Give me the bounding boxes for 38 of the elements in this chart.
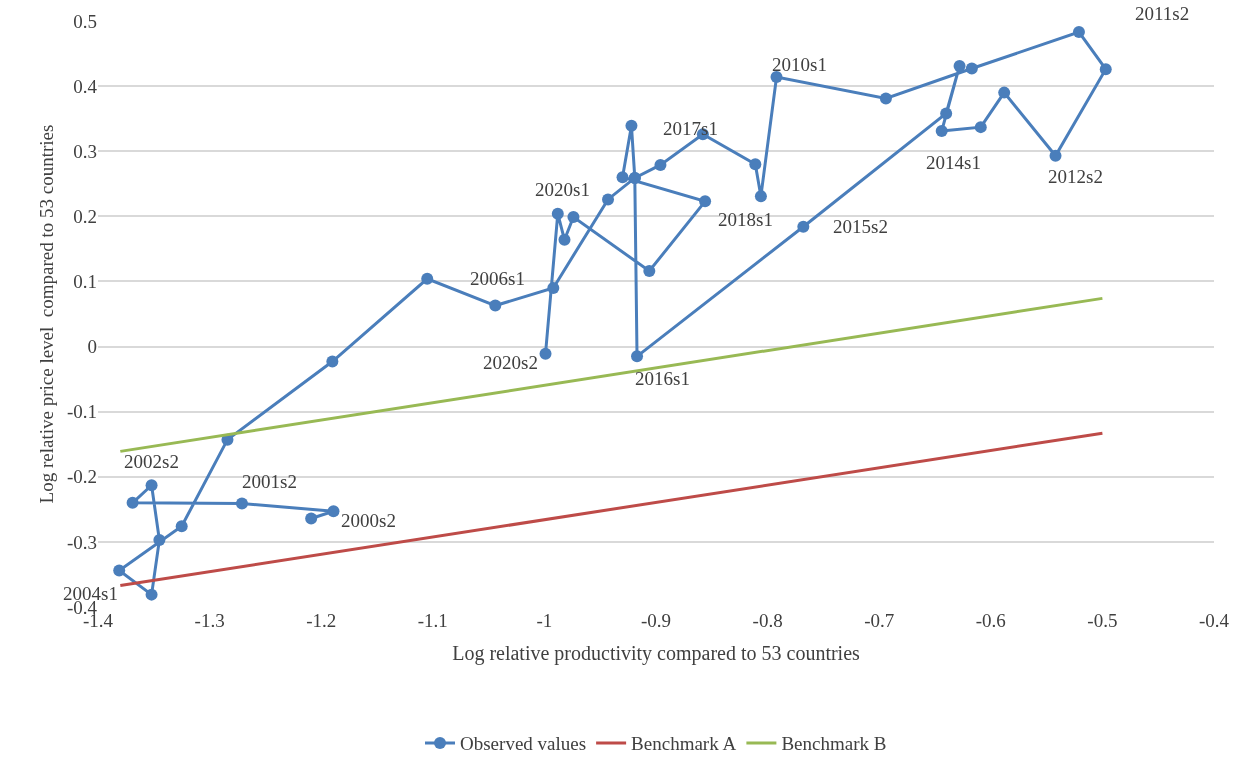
annotation: 2012s2 (1048, 166, 1103, 187)
x-tick-label: -1 (536, 610, 553, 631)
x-tick-label: -0.7 (864, 610, 895, 631)
annotation: 2000s2 (341, 510, 396, 531)
legend-label: Benchmark B (781, 733, 887, 755)
x-tick-label: -1.1 (417, 610, 448, 631)
y-tick-label: 0.5 (73, 10, 97, 32)
y-tick-label: 0.4 (73, 75, 98, 97)
y-tick-label: -0.1 (66, 401, 97, 423)
legend-label: Observed values (460, 733, 587, 755)
y-tick-label: 0.3 (73, 140, 97, 162)
annotation: 2018s1 (718, 209, 773, 230)
annotation: 2020s1 (535, 179, 590, 200)
x-tick-label: -0.4 (1198, 610, 1230, 631)
annotation: 2015s2 (833, 216, 888, 237)
x-tick-label: -1.3 (194, 610, 225, 631)
annotation: 2011s2 (1135, 3, 1190, 24)
x-tick-label: -0.8 (752, 610, 783, 631)
y-axis-title: Log relative price level compared to 53 countries (35, 124, 57, 504)
annotation: 2001s2 (242, 471, 297, 492)
x-tick-label: -0.5 (1087, 610, 1118, 631)
x-tick-label: -0.6 (975, 610, 1006, 631)
y-tick-label: -0.3 (66, 531, 97, 553)
x-tick-label: -0.9 (640, 610, 672, 631)
x-tick-label: -1.2 (306, 610, 337, 631)
y-tick-label: 0.1 (73, 271, 97, 293)
legend-label: Benchmark A (631, 733, 737, 755)
annotation: 2020s2 (483, 352, 538, 373)
x-axis-title: Log relative productivity compared to 53 countries (452, 641, 861, 665)
y-tick-label: 0.2 (73, 205, 97, 227)
annotation: 2010s1 (772, 54, 827, 75)
annotation: 2002s2 (124, 451, 179, 472)
annotation: 2014s1 (926, 152, 981, 173)
annotation: 2016s1 (635, 368, 690, 389)
annotation: 2017s1 (663, 118, 718, 139)
y-tick-label: -0.2 (66, 466, 97, 488)
annotation: 2006s1 (470, 268, 525, 289)
y-tick-label: 0 (87, 336, 97, 358)
